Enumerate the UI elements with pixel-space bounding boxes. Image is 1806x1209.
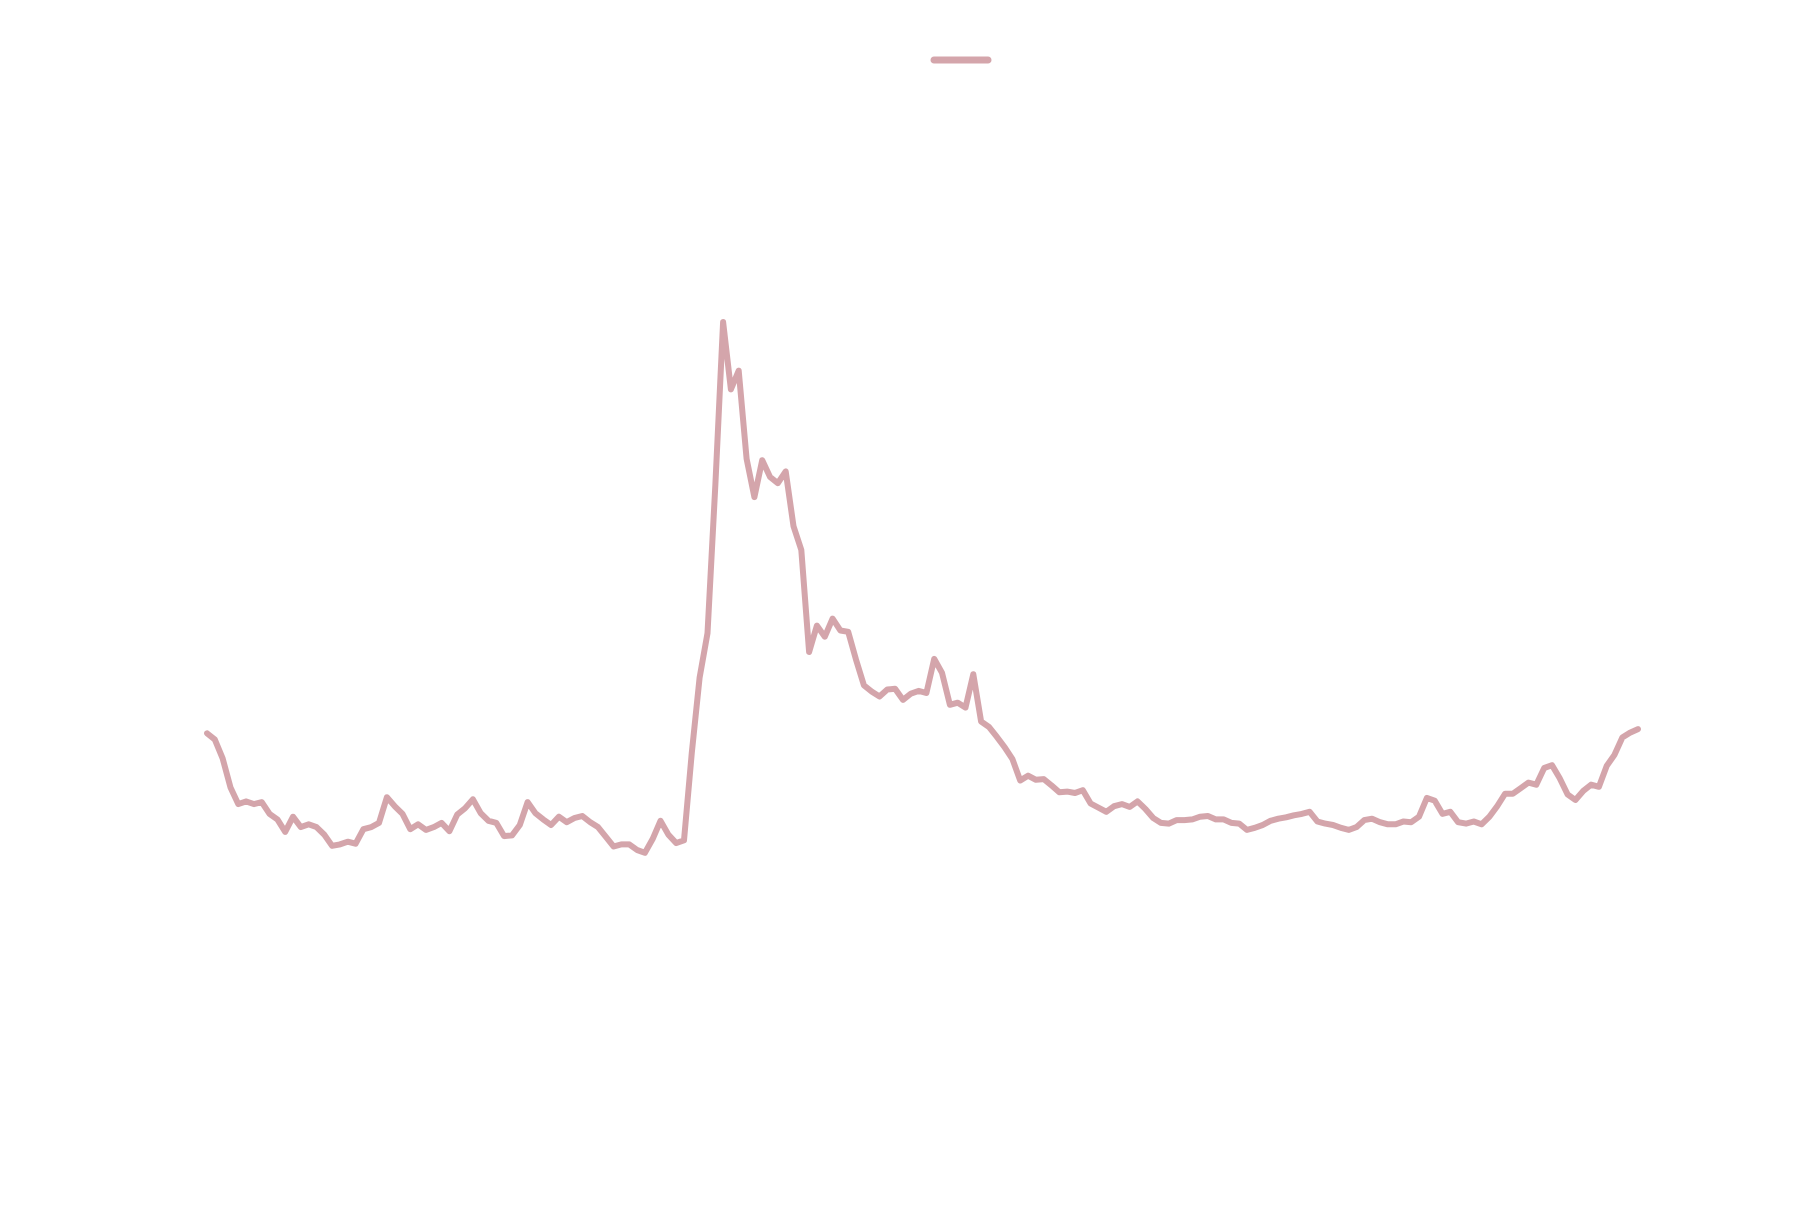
plot-area (204, 319, 1641, 856)
series-line (204, 319, 1641, 856)
